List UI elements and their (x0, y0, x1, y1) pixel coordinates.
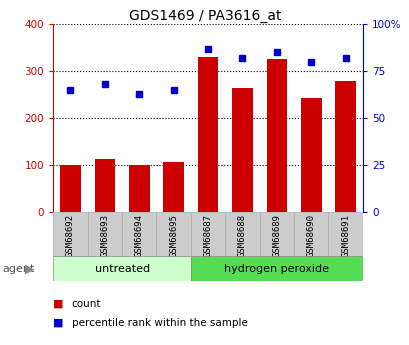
Bar (328, 212, 362, 257)
Bar (266, 59, 286, 212)
Text: agent: agent (2, 264, 34, 274)
Text: GSM68689: GSM68689 (272, 214, 281, 257)
Bar (191, 212, 225, 257)
Text: GSM68693: GSM68693 (100, 214, 109, 257)
Bar (300, 98, 321, 212)
Bar (197, 57, 218, 212)
Text: GSM68694: GSM68694 (135, 214, 144, 257)
Bar (94, 159, 115, 212)
Text: GSM68687: GSM68687 (203, 214, 212, 257)
Text: hydrogen peroxide: hydrogen peroxide (224, 264, 328, 274)
Text: GSM68691: GSM68691 (340, 214, 349, 257)
Bar (335, 81, 355, 212)
Bar (53, 256, 191, 281)
Text: GSM68692: GSM68692 (66, 214, 75, 257)
Text: ■: ■ (53, 318, 64, 327)
Bar (122, 212, 156, 257)
Bar (53, 212, 88, 257)
Bar (129, 165, 149, 212)
Text: GSM68695: GSM68695 (169, 214, 178, 257)
Text: GSM68688: GSM68688 (237, 214, 246, 257)
Bar (225, 212, 259, 257)
Bar (259, 212, 293, 257)
Text: untreated: untreated (94, 264, 149, 274)
Bar (231, 88, 252, 212)
Bar (191, 256, 362, 281)
Text: ▶: ▶ (25, 262, 34, 275)
Bar (163, 162, 184, 212)
Bar (60, 165, 81, 212)
Bar (88, 212, 122, 257)
Text: GDS1469 / PA3616_at: GDS1469 / PA3616_at (128, 9, 281, 23)
Bar (156, 212, 191, 257)
Text: GSM68690: GSM68690 (306, 214, 315, 257)
Text: percentile rank within the sample: percentile rank within the sample (72, 318, 247, 327)
Bar (293, 212, 328, 257)
Text: ■: ■ (53, 299, 64, 308)
Text: count: count (72, 299, 101, 308)
